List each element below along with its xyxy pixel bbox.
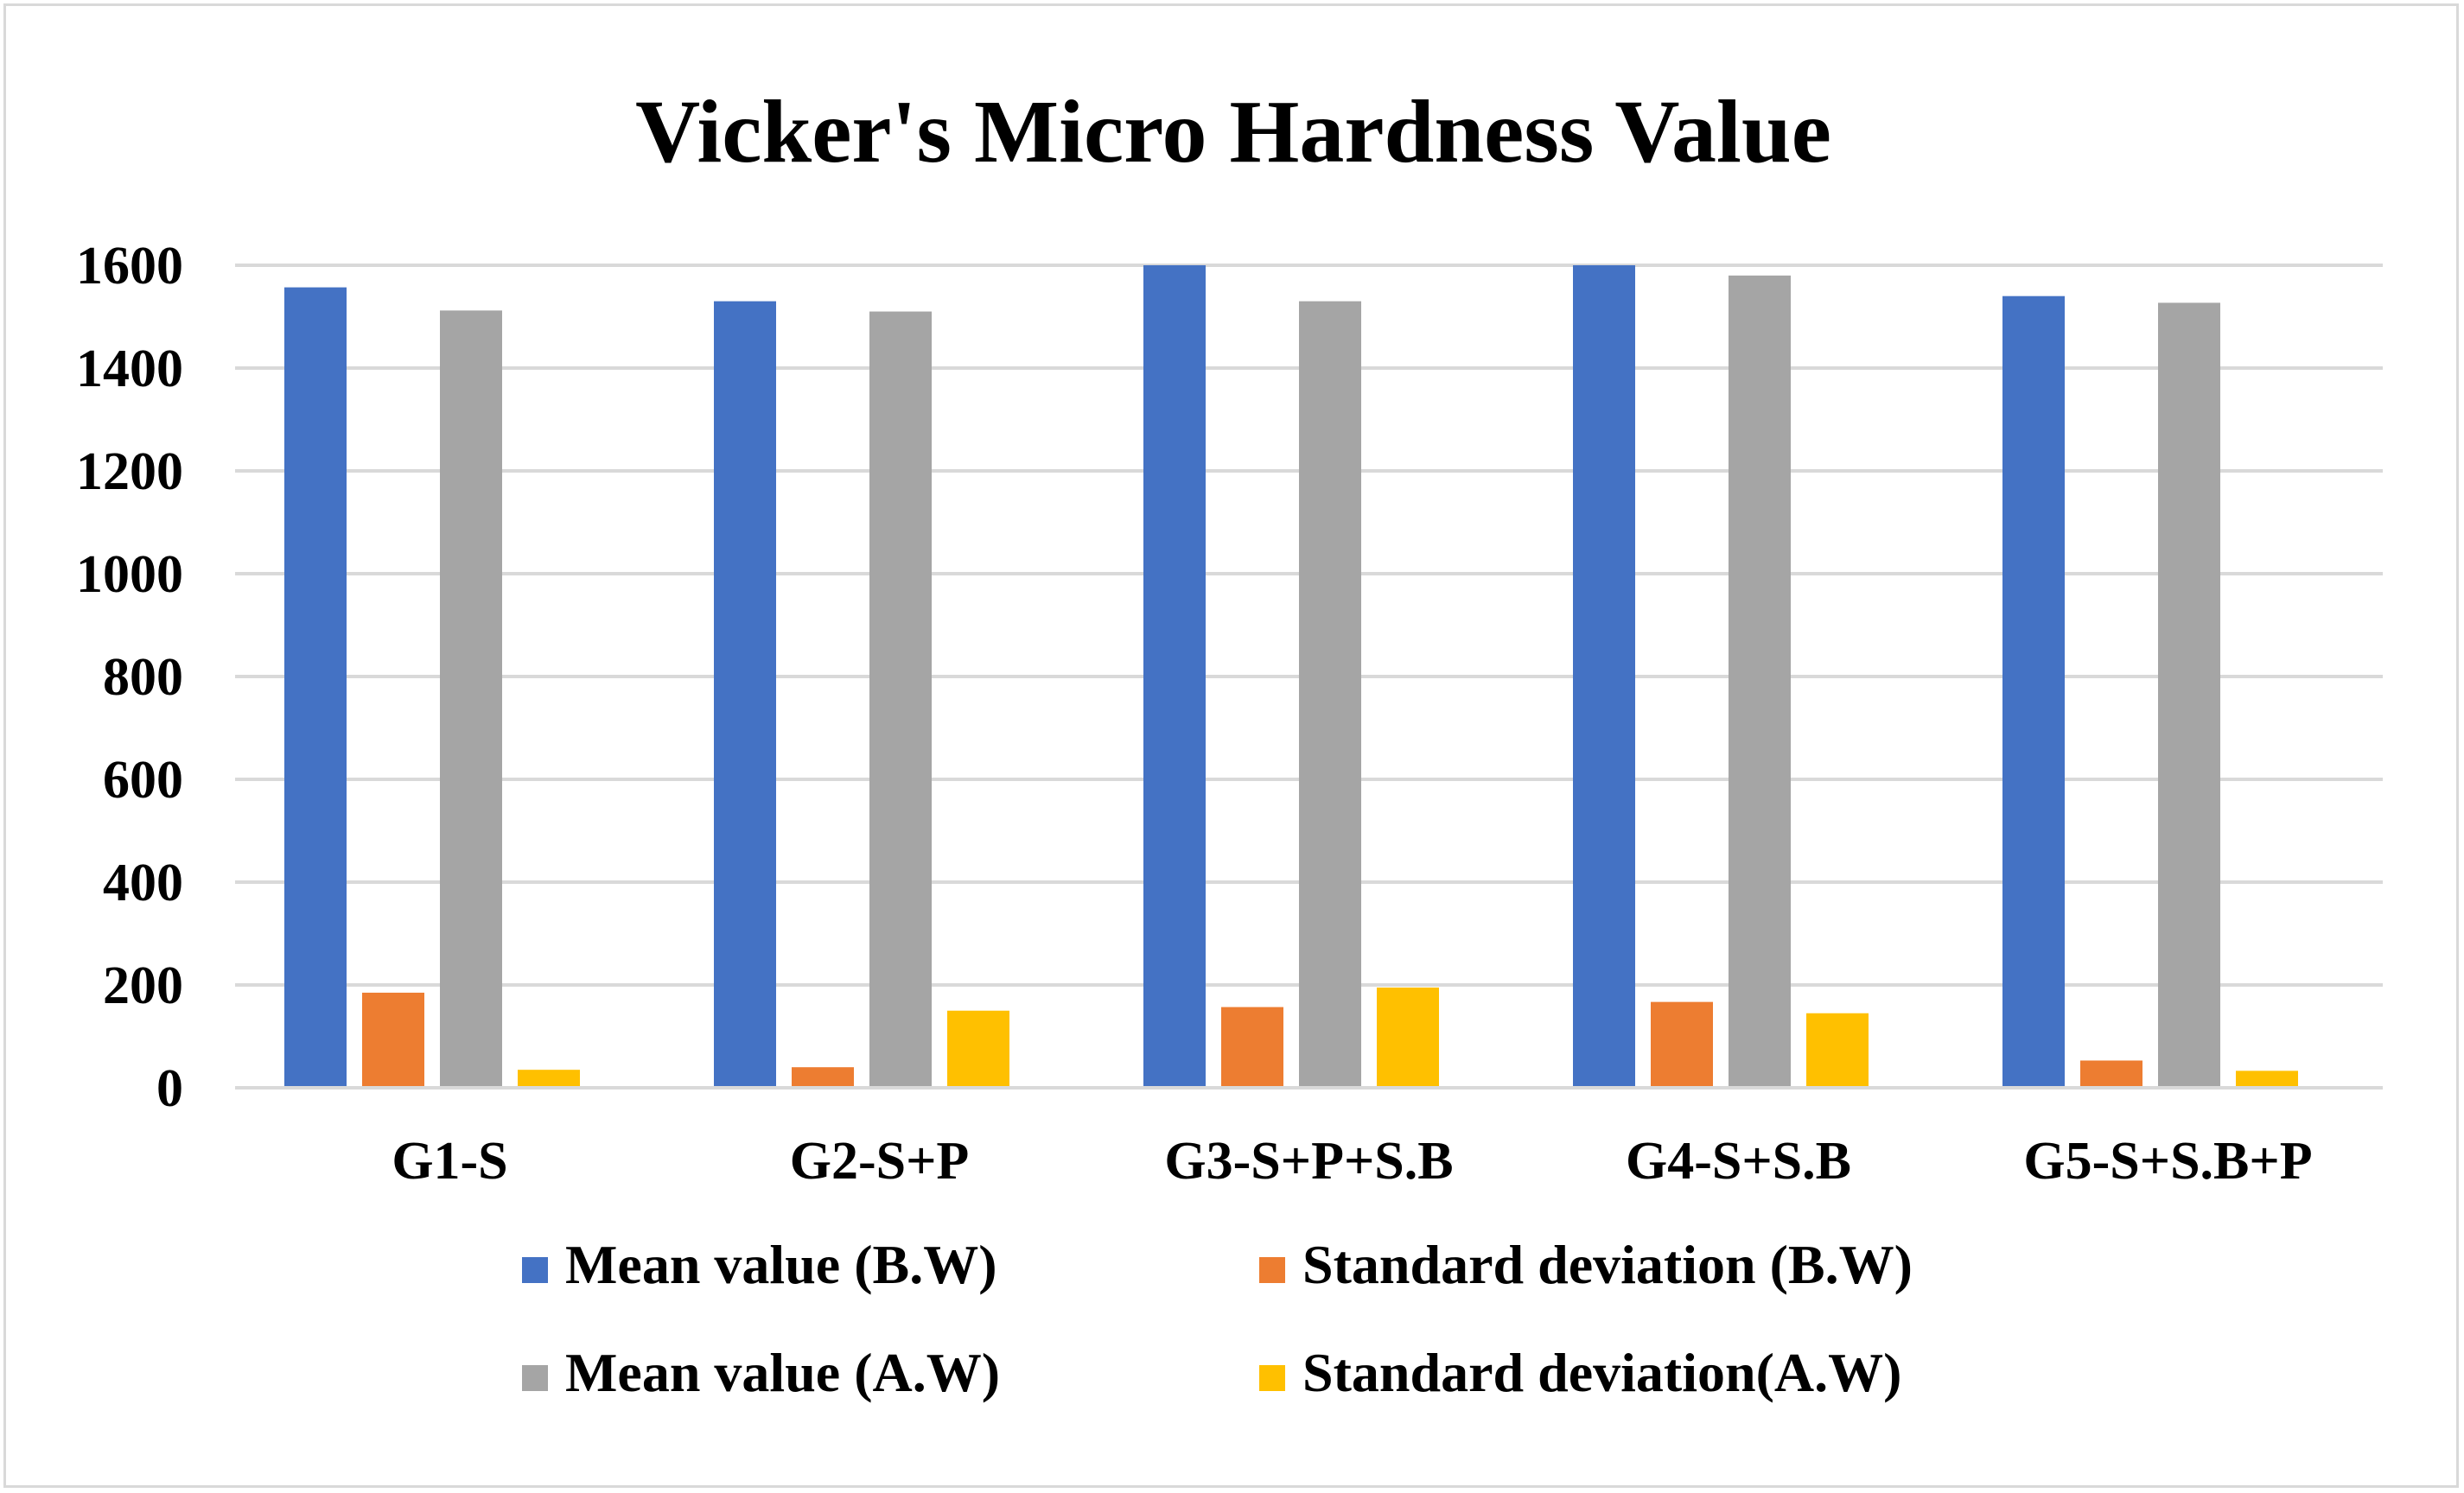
x-category-label: G1-S xyxy=(392,1132,507,1191)
x-category-label: G5-S+S.B+P xyxy=(2023,1132,2312,1191)
bar-G5-S+S.B+P-standard-deviation-a-w- xyxy=(2236,1071,2298,1088)
y-tick-label: 1000 xyxy=(76,545,183,604)
y-tick-label: 400 xyxy=(103,854,183,912)
bar-G1-S-standard-deviation-b-w- xyxy=(362,992,424,1088)
y-tick-label: 1400 xyxy=(76,340,183,398)
x-category-label: G4-S+S.B xyxy=(1626,1132,1851,1191)
legend-swatch xyxy=(1259,1365,1285,1391)
bar-G2-S+P-standard-deviation-a-w- xyxy=(947,1010,1009,1088)
bar-G1-S-mean-value-a-w- xyxy=(440,310,502,1088)
chart-title: Vicker's Micro Hardness Value xyxy=(635,82,1831,181)
bar-G4-S+S.B-mean-value-a-w- xyxy=(1729,275,1791,1088)
x-axis-category-labels: G1-S G2-S+P G3-S+P+S.B G4-S+S.B G5-S+S.B+P xyxy=(392,1132,2312,1191)
bar-G4-S+S.B-mean-value-b-w- xyxy=(1573,265,1635,1088)
bar-G2-S+P-mean-value-b-w- xyxy=(714,301,776,1088)
legend-label: Mean value (A.W) xyxy=(565,1342,1000,1403)
bar-G1-S-mean-value-b-w- xyxy=(284,287,347,1089)
y-tick-label: 1200 xyxy=(76,442,183,501)
bar-G4-S+S.B-standard-deviation-b-w- xyxy=(1651,1001,1713,1088)
y-tick-label: 1600 xyxy=(76,237,183,295)
legend-label: Mean value (B.W) xyxy=(565,1234,997,1295)
y-axis-tick-labels: 0 200 400 600 800 1000 1200 1400 1600 xyxy=(76,237,183,1118)
y-tick-label: 600 xyxy=(103,751,183,810)
y-tick-label: 800 xyxy=(103,648,183,707)
legend-swatch xyxy=(1259,1257,1285,1283)
legend-swatch xyxy=(522,1365,548,1391)
x-category-label: G3-S+P+S.B xyxy=(1164,1132,1453,1191)
bar-G3-S+P+S.B-standard-deviation-b-w- xyxy=(1221,1007,1283,1088)
bar-G5-S+S.B+P-standard-deviation-b-w- xyxy=(2080,1060,2142,1088)
bar-G3-S+P+S.B-standard-deviation-a-w- xyxy=(1377,987,1439,1088)
bar-G3-S+P+S.B-mean-value-a-w- xyxy=(1299,301,1361,1088)
bar-G2-S+P-standard-deviation-b-w- xyxy=(792,1067,854,1088)
y-tick-label: 200 xyxy=(103,956,183,1015)
bar-G4-S+S.B-standard-deviation-a-w- xyxy=(1806,1013,1869,1088)
bar-G5-S+S.B+P-mean-value-b-w- xyxy=(2002,295,2065,1088)
legend-label: Standard deviation(A.W) xyxy=(1302,1342,1901,1403)
y-tick-label: 0 xyxy=(156,1059,183,1118)
bars xyxy=(284,265,2298,1089)
bar-G3-S+P+S.B-mean-value-b-w- xyxy=(1143,265,1206,1088)
legend-label: Standard deviation (B.W) xyxy=(1302,1234,1913,1295)
bar-chart: Vicker's Micro Hardness Value 0 200 400 600… xyxy=(76,82,2383,1403)
legend: Mean value (B.W) Standard deviation (B.W)… xyxy=(522,1234,1913,1403)
bar-G5-S+S.B+P-mean-value-a-w- xyxy=(2158,302,2220,1088)
bar-G2-S+P-mean-value-a-w- xyxy=(869,311,932,1088)
chart-frame: Vicker's Micro Hardness Value 0 200 400 600… xyxy=(3,3,2459,1488)
x-category-label: G2-S+P xyxy=(790,1132,970,1191)
legend-swatch xyxy=(522,1257,548,1283)
bar-G1-S-standard-deviation-a-w- xyxy=(518,1070,580,1088)
